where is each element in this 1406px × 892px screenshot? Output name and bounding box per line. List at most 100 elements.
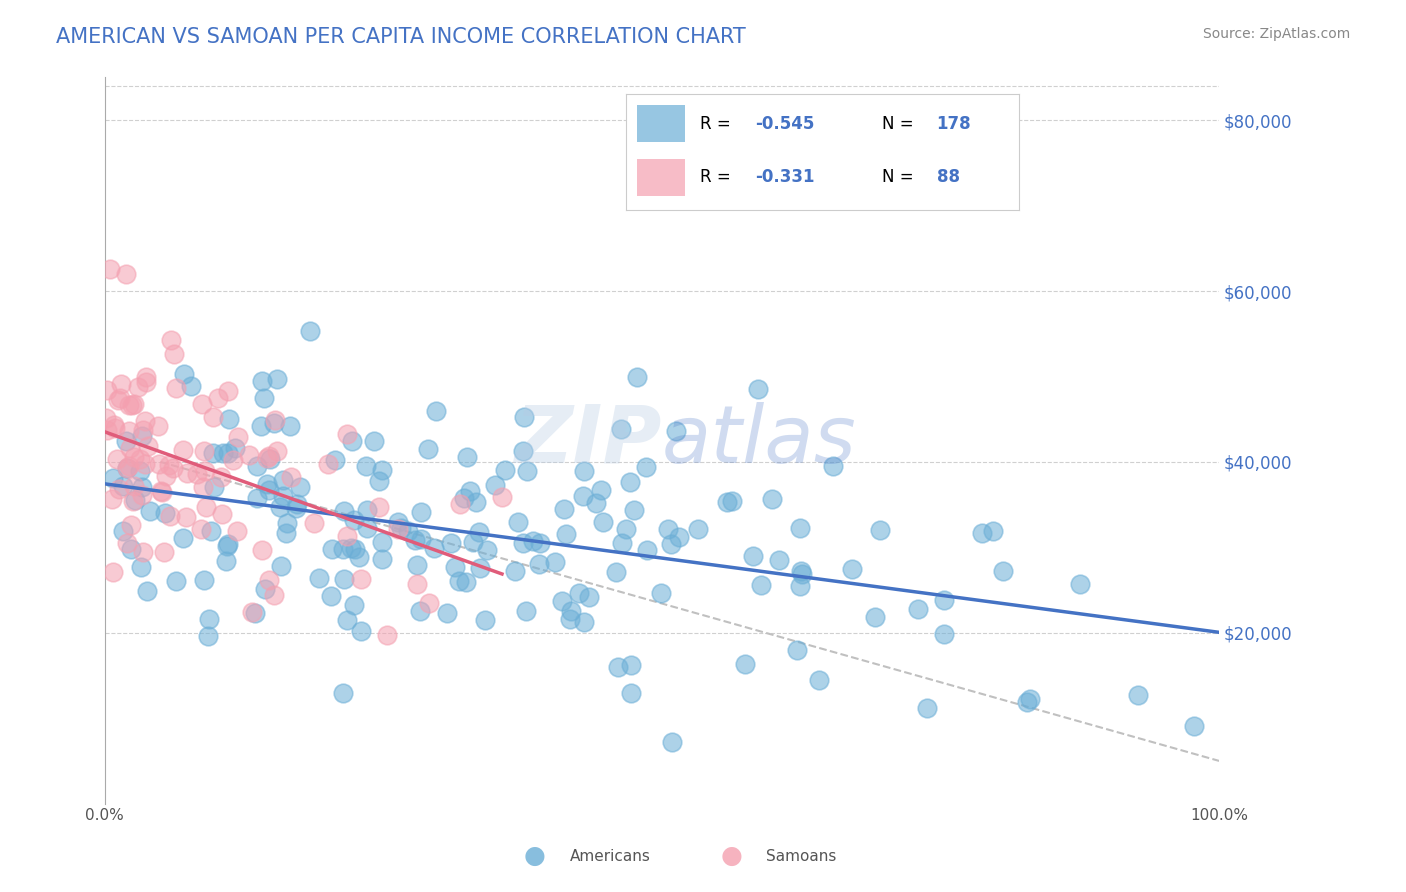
- Point: [529, 536, 551, 550]
- Point: [363, 434, 385, 448]
- Point: [112, 524, 135, 538]
- Point: [354, 458, 377, 473]
- Point: [218, 412, 240, 426]
- Point: [110, 391, 132, 405]
- Point: [256, 451, 278, 466]
- Text: 178: 178: [936, 115, 972, 133]
- Point: [389, 521, 412, 535]
- Point: [983, 524, 1005, 539]
- Point: [585, 496, 607, 510]
- Point: [456, 450, 478, 465]
- Point: [273, 489, 295, 503]
- Point: [568, 586, 591, 600]
- Point: [131, 429, 153, 443]
- Point: [263, 416, 285, 430]
- Point: [917, 701, 939, 715]
- Point: [572, 615, 595, 630]
- Text: AMERICAN VS SAMOAN PER CAPITA INCOME CORRELATION CHART: AMERICAN VS SAMOAN PER CAPITA INCOME COR…: [56, 27, 747, 46]
- Point: [173, 367, 195, 381]
- Point: [387, 515, 409, 529]
- Point: [319, 589, 342, 603]
- Point: [139, 504, 162, 518]
- Point: [153, 506, 176, 520]
- Point: [336, 529, 359, 543]
- Point: [259, 452, 281, 467]
- Point: [786, 643, 808, 657]
- Point: [907, 601, 929, 615]
- Text: R =: R =: [700, 115, 737, 133]
- Bar: [637, 159, 685, 195]
- Text: Americans: Americans: [569, 849, 651, 863]
- Point: [149, 483, 172, 498]
- Point: [367, 475, 389, 489]
- Point: [375, 628, 398, 642]
- Point: [172, 531, 194, 545]
- Point: [333, 504, 356, 518]
- Point: [792, 566, 814, 581]
- Point: [589, 483, 612, 498]
- Point: [191, 480, 214, 494]
- Point: [136, 584, 159, 599]
- Point: [121, 398, 143, 412]
- Point: [721, 494, 744, 508]
- Point: [657, 522, 679, 536]
- Point: [191, 397, 214, 411]
- Text: R =: R =: [700, 169, 737, 186]
- Point: [440, 536, 463, 550]
- Point: [869, 523, 891, 537]
- Point: [1018, 692, 1040, 706]
- Point: [115, 536, 138, 550]
- Point: [195, 500, 218, 514]
- Point: [280, 470, 302, 484]
- Point: [761, 491, 783, 506]
- Point: [124, 450, 146, 464]
- Point: [98, 261, 121, 276]
- Point: [266, 443, 288, 458]
- Point: [461, 535, 484, 549]
- Point: [626, 370, 648, 384]
- Point: [146, 418, 169, 433]
- Point: [257, 483, 280, 497]
- Point: [174, 510, 197, 524]
- Point: [159, 509, 181, 524]
- Text: -0.545: -0.545: [755, 115, 815, 133]
- Point: [636, 543, 658, 558]
- Point: [650, 585, 672, 599]
- Point: [122, 397, 145, 411]
- Point: [240, 605, 263, 619]
- Point: [465, 495, 488, 509]
- Point: [115, 267, 138, 281]
- Point: [396, 524, 419, 538]
- Point: [165, 380, 187, 394]
- Point: [285, 500, 308, 515]
- Point: [449, 497, 471, 511]
- Point: [128, 452, 150, 467]
- Point: [620, 686, 643, 700]
- Point: [122, 494, 145, 508]
- Point: [316, 458, 339, 472]
- Point: [132, 423, 155, 437]
- Point: [276, 516, 298, 530]
- Point: [343, 598, 366, 612]
- Point: [529, 557, 551, 571]
- Point: [1184, 718, 1206, 732]
- Point: [571, 489, 593, 503]
- Point: [280, 419, 302, 434]
- Point: [118, 398, 141, 412]
- Point: [224, 442, 246, 456]
- Point: [409, 604, 432, 618]
- Point: [287, 497, 309, 511]
- Point: [304, 516, 326, 530]
- Point: [515, 604, 537, 618]
- Point: [246, 459, 269, 474]
- Point: [343, 542, 366, 557]
- Point: [127, 380, 149, 394]
- Text: Source: ZipAtlas.com: Source: ZipAtlas.com: [1202, 27, 1350, 41]
- Point: [118, 424, 141, 438]
- Point: [614, 522, 637, 536]
- Point: [96, 383, 118, 397]
- Point: [470, 561, 492, 575]
- Point: [491, 491, 513, 505]
- Point: [560, 604, 582, 618]
- Point: [120, 518, 142, 533]
